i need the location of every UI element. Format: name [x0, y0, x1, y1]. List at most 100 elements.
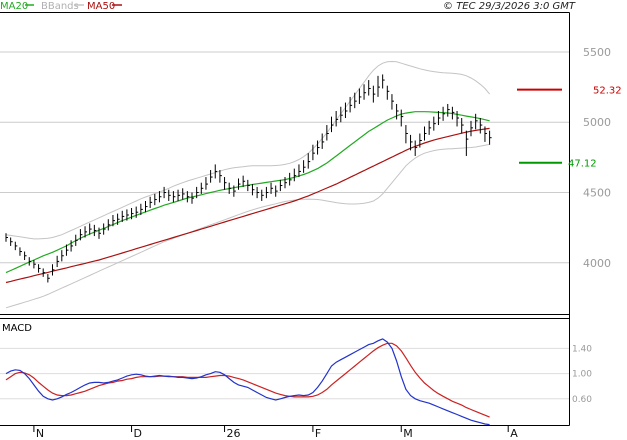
panel-borders	[0, 12, 570, 426]
price-bar	[405, 125, 408, 144]
price-bar	[33, 259, 36, 269]
price-bar	[391, 94, 394, 110]
macd-signal-line	[5, 342, 490, 418]
x-tick-label: N	[36, 427, 44, 440]
price-bar	[442, 106, 446, 121]
macd-panel-label: MACD	[2, 323, 32, 334]
price-bar	[251, 184, 255, 196]
price-bar	[261, 189, 264, 201]
price-bar	[419, 133, 422, 148]
price-bar	[284, 177, 287, 189]
price-bar	[103, 223, 106, 235]
copyright-text: © TEC 29/3/2026 3:0 GMT	[443, 1, 576, 12]
macd-y-tick-label: 1.00	[572, 370, 592, 380]
macd-y-tick-labels: 0.60 1.00 1.40	[572, 344, 592, 404]
price-bar	[61, 250, 64, 262]
support-resistance-levels: 52.32 47.12	[517, 86, 622, 170]
price-bar	[158, 191, 162, 203]
price-bar	[386, 85, 390, 100]
price-bar	[331, 116, 334, 133]
price-bar	[214, 164, 218, 179]
price-bar	[112, 215, 115, 227]
x-tick-label: D	[134, 427, 142, 440]
macd-y-tick-label: 1.40	[572, 344, 592, 354]
price-bar	[247, 179, 250, 192]
price-bar	[84, 226, 88, 238]
macd-lines	[5, 338, 490, 426]
price-bar	[451, 106, 455, 120]
price-bar	[275, 185, 278, 197]
price-bar	[228, 182, 232, 194]
price-bar	[344, 102, 348, 119]
price-bar	[414, 140, 418, 156]
price-bar	[117, 213, 120, 225]
price-bar	[447, 103, 450, 117]
price-bar	[298, 164, 301, 178]
price-bar	[377, 75, 380, 97]
legend-ma20-label: MA20	[0, 1, 28, 12]
price-bar	[168, 189, 171, 201]
price-bar	[135, 206, 139, 218]
price-bar	[65, 244, 69, 256]
price-bar	[363, 84, 367, 100]
price-bar	[24, 251, 27, 260]
price-bar	[428, 120, 432, 135]
price-bar	[461, 118, 464, 134]
price-bar	[256, 186, 260, 199]
price-bar	[182, 188, 185, 200]
price-bar	[335, 110, 339, 127]
price-gridlines	[0, 51, 569, 264]
price-bar	[410, 134, 413, 151]
x-tick-label: A	[510, 427, 518, 440]
price-bar	[56, 255, 60, 268]
price-bar	[484, 126, 487, 142]
price-bar	[93, 224, 97, 237]
price-bar	[372, 85, 376, 103]
resistance-label: 52.32	[593, 86, 622, 97]
x-tick-label: 26	[227, 427, 241, 440]
price-y-tick-labels: 4000 4500 5000 5500	[583, 46, 611, 270]
price-bar	[42, 268, 46, 277]
price-bar	[126, 209, 129, 221]
price-bar	[303, 160, 306, 173]
price-bar	[396, 103, 399, 120]
price-bars	[5, 74, 492, 283]
macd-line	[5, 338, 490, 426]
price-bar	[424, 126, 427, 141]
bollinger-bands	[5, 60, 490, 309]
price-bar	[326, 125, 329, 141]
price-bar	[196, 186, 199, 199]
price-bar	[19, 247, 22, 256]
bb-lower-line	[5, 143, 490, 309]
price-bar	[38, 264, 41, 273]
price-bar	[28, 257, 32, 266]
price-bar	[70, 240, 74, 252]
price-bar	[79, 229, 83, 241]
price-bar	[163, 186, 167, 199]
price-y-tick-label: 5500	[583, 46, 611, 59]
legend: MA20 BBands MA50	[0, 1, 122, 12]
price-bar	[354, 92, 357, 109]
x-tick-labels: N D 26 F M A	[33, 425, 518, 440]
price-bar	[121, 210, 125, 223]
price-bar	[186, 191, 190, 203]
price-bar	[131, 207, 134, 220]
macd-gridlines	[0, 347, 569, 400]
price-bar	[98, 227, 101, 239]
price-bar	[177, 189, 181, 201]
price-bar	[456, 110, 460, 127]
price-bar	[475, 113, 478, 130]
price-bar	[205, 177, 208, 190]
price-bar	[340, 106, 343, 123]
legend-ma50-label: MA50	[87, 1, 115, 12]
price-bar	[307, 153, 311, 169]
price-bar	[437, 110, 441, 126]
price-bar	[400, 109, 404, 127]
price-y-tick-label: 4500	[583, 187, 611, 200]
price-bar	[242, 175, 246, 187]
price-bar	[145, 200, 148, 213]
support-label: 47.12	[568, 159, 597, 170]
price-bar	[321, 133, 325, 149]
x-tick-label: M	[403, 427, 413, 440]
